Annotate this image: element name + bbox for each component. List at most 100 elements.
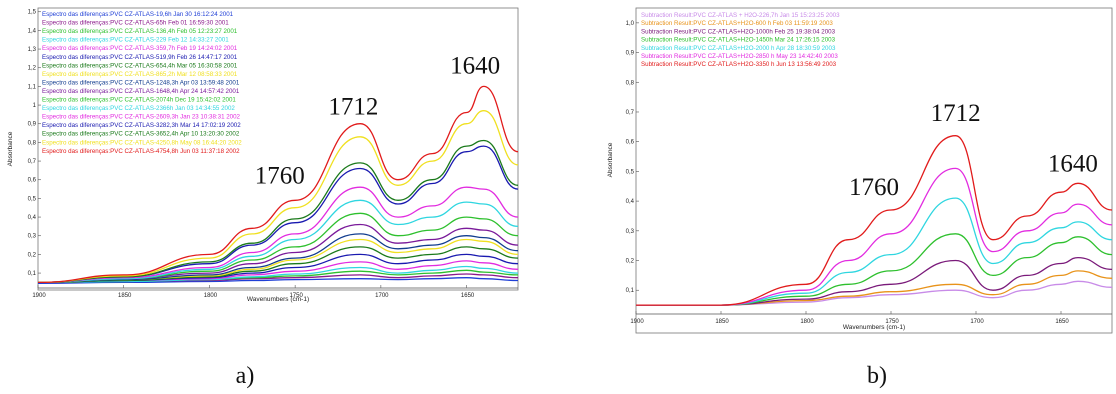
chart-a-legend-entry: Espectro das diferenças:PVC CZ-ATLAS-475… xyxy=(42,148,240,155)
chart-b-x-tick-label: 1700 xyxy=(970,319,984,325)
chart-b-x-tick-label: 1850 xyxy=(715,319,729,325)
chart-b-x-tick-label: 1800 xyxy=(800,319,814,325)
chart-a-x-tick-label: 1800 xyxy=(204,293,218,299)
chart-a: 0,1 0,2 0,3 0,4 0,5 0,6 0,7 0,8 0,9 1 1,1 1,2 1,3 1,4… xyxy=(7,7,519,389)
chart-a-y-tick-label: 0,1 xyxy=(28,271,37,277)
chart-a-legend-entry: Espectro das diferenças:PVC CZ-ATLAS-519… xyxy=(42,54,238,61)
chart-b-series-line-3 xyxy=(635,256,1113,306)
chart-b-y-tick-label: 0,9 xyxy=(626,51,635,57)
chart-a-legend-entry: Espectro das diferenças:PVC CZ-ATLAS-124… xyxy=(42,79,240,86)
chart-a-series-line-1 xyxy=(37,277,519,284)
chart-b-y-tick-label: 0,2 xyxy=(626,259,635,265)
chart-b-legend-entry: Subtraction Result:PVC CZ-ATLAS+H2O-2850… xyxy=(641,53,838,60)
chart-a-y-tick-label: 0,9 xyxy=(28,122,37,128)
chart-a-legend-entry: Espectro das diferenças:PVC CZ-ATLAS-260… xyxy=(42,114,241,121)
chart-b-peak-annotation: 1640 xyxy=(1048,150,1098,177)
chart-b-y-tick-label: 0,4 xyxy=(626,199,635,205)
chart-a-legend-entry: Espectro das diferenças:PVC CZ-ATLAS-207… xyxy=(42,97,236,104)
chart-b-legend-entry: Subtraction Result:PVC CZ-ATLAS + H2O-22… xyxy=(641,12,840,19)
chart-a-y-tick-label: 1,3 xyxy=(28,47,37,53)
chart-b-series-line-5 xyxy=(635,197,1113,306)
chart-a-series-line-14 xyxy=(37,145,519,284)
chart-a-panel-label: a) xyxy=(236,363,255,389)
chart-a-peak-annotation: 1760 xyxy=(255,162,305,189)
chart-a-legend-entry: Espectro das diferenças:PVC CZ-ATLAS-865… xyxy=(42,71,238,78)
chart-b-x-tick-label: 1650 xyxy=(1055,319,1069,325)
chart-a-x-tick-label: 1850 xyxy=(118,293,132,299)
chart-b-y-tick-label: 1,0 xyxy=(626,21,635,27)
chart-b-series-line-4 xyxy=(635,233,1113,306)
chart-a-legend-entry: Espectro das diferenças:PVC CZ-ATLAS-164… xyxy=(42,88,240,95)
chart-b-axes: 0,1 0,2 0,3 0,4 0,5 0,6 0,7 0,8 0,9 1,0 1900 1850 18… xyxy=(626,21,1112,325)
chart-a-series-line-11 xyxy=(37,212,519,284)
chart-a-series-line-4 xyxy=(37,265,519,284)
chart-a-series-line-12 xyxy=(37,199,519,284)
chart-b-legend-entry: Subtraction Result:PVC CZ-ATLAS+H2O-2000… xyxy=(641,45,836,52)
chart-b-y-tick-label: 0,1 xyxy=(626,288,635,294)
chart-b-y-axis-label: Absorbance xyxy=(607,142,614,177)
chart-b-legend-entry: Subtraction Result:PVC CZ-ATLAS+H2O-600 … xyxy=(641,20,833,27)
chart-a-legend-entry: Espectro das diferenças:PVC CZ-ATLAS-236… xyxy=(42,105,235,112)
chart-b-x-tick-label: 1750 xyxy=(885,319,899,325)
chart-b-y-tick-label: 0,3 xyxy=(626,229,635,235)
chart-b-legend: Subtraction Result:PVC CZ-ATLAS + H2O-22… xyxy=(641,12,840,68)
chart-a-annotations: 1760 1712 1640 xyxy=(255,52,500,189)
chart-b-legend-entry: Subtraction Result:PVC CZ-ATLAS+H2O-1000… xyxy=(641,28,836,35)
chart-b-series-line-7 xyxy=(635,135,1113,306)
chart-b-x-tick-label: 1900 xyxy=(630,319,644,325)
chart-a-y-tick-label: 1,4 xyxy=(28,28,37,34)
chart-b: 0,1 0,2 0,3 0,4 0,5 0,6 0,7 0,8 0,9 1,0 1900 1850 18… xyxy=(607,7,1113,389)
chart-b-y-tick-label: 0,5 xyxy=(626,169,635,175)
chart-a-y-tick-label: 0,2 xyxy=(28,252,37,258)
chart-a-series-line-15 xyxy=(37,139,519,284)
chart-a-y-tick-label: 0,7 xyxy=(28,159,37,165)
chart-a-legend-entry: Espectro das diferenças:PVC CZ-ATLAS-65h… xyxy=(42,20,229,27)
chart-b-peak-annotation: 1712 xyxy=(931,100,981,127)
chart-b-plot-frame xyxy=(635,7,1113,334)
chart-a-y-tick-label: 0,4 xyxy=(28,215,37,221)
chart-b-legend-entry: Subtraction Result:PVC CZ-ATLAS+H2O-1450… xyxy=(641,37,836,44)
chart-a-y-tick-label: 0,6 xyxy=(28,178,37,184)
chart-a-series-line-10 xyxy=(37,223,519,284)
chart-a-y-tick-label: 1,5 xyxy=(28,10,37,16)
chart-a-series-line-9 xyxy=(37,233,519,284)
chart-a-plot-frame xyxy=(37,7,519,291)
chart-a-y-tick-label: 0,3 xyxy=(28,234,37,240)
chart-b-panel-label: b) xyxy=(867,363,887,389)
chart-a-y-tick-label: 1 xyxy=(33,103,37,109)
chart-a-axes: 0,1 0,2 0,3 0,4 0,5 0,6 0,7 0,8 0,9 1 1,1 1,2 1,3 1,4… xyxy=(28,10,518,299)
chart-b-series-line-6 xyxy=(635,167,1113,306)
chart-a-legend-entry: Espectro das diferenças:PVC CZ-ATLAS-229… xyxy=(42,37,229,44)
chart-a-legend-entry: Espectro das diferenças:PVC CZ-ATLAS-425… xyxy=(42,139,242,146)
chart-a-legend-entry: Espectro das diferenças:PVC CZ-ATLAS-136… xyxy=(42,28,238,35)
chart-a-legend-entry: Espectro das diferenças:PVC CZ-ATLAS-359… xyxy=(42,45,238,52)
chart-b-y-tick-label: 0,6 xyxy=(626,140,635,146)
chart-a-x-tick-label: 1900 xyxy=(32,293,46,299)
chart-a-legend-entry: Espectro das diferenças:PVC CZ-ATLAS-365… xyxy=(42,131,240,138)
chart-b-x-axis-label: Wavenumbers (cm-1) xyxy=(843,324,905,331)
chart-a-series-line-7 xyxy=(37,246,519,284)
chart-a-legend: Espectro das diferenças:PVC CZ-ATLAS-19,… xyxy=(42,11,242,155)
chart-a-series-group xyxy=(37,85,519,284)
chart-a-y-tick-label: 0,8 xyxy=(28,140,37,146)
chart-b-y-tick-label: 0,8 xyxy=(626,80,635,86)
chart-a-legend-entry: Espectro das diferenças:PVC CZ-ATLAS-654… xyxy=(42,62,238,69)
chart-b-y-tick-label: 0,7 xyxy=(626,110,635,116)
chart-b-peak-annotation: 1760 xyxy=(849,174,899,201)
chart-a-y-tick-label: 1,2 xyxy=(28,66,37,72)
chart-b-annotations: 1760 1712 1640 xyxy=(849,100,1098,201)
chart-a-legend-entry: Espectro das diferenças:PVC CZ-ATLAS-19,… xyxy=(42,11,234,18)
chart-a-y-tick-label: 0,5 xyxy=(28,196,37,202)
chart-a-x-tick-label: 1650 xyxy=(461,293,475,299)
chart-a-peak-annotation: 1640 xyxy=(450,52,500,79)
chart-a-x-axis-label: Wavenumbers (cm-1) xyxy=(247,296,309,303)
chart-b-series-group xyxy=(635,135,1113,306)
chart-a-x-tick-label: 1750 xyxy=(289,293,303,299)
chart-a-legend-entry: Espectro das diferenças:PVC CZ-ATLAS-328… xyxy=(42,122,241,129)
chart-a-peak-annotation: 1712 xyxy=(328,93,378,120)
chart-a-series-line-16 xyxy=(37,110,519,284)
chart-a-series-line-13 xyxy=(37,186,519,284)
chart-b-legend-entry: Subtraction Result:PVC CZ-ATLAS+H2O-3350… xyxy=(641,61,837,68)
chart-a-series-line-17 xyxy=(37,85,519,284)
